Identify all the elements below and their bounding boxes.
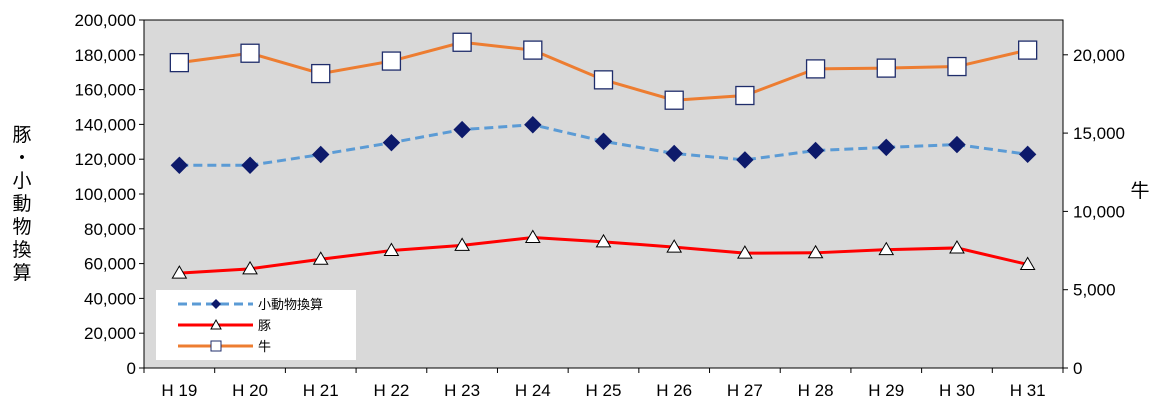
x-tick-label: H 30 (939, 381, 975, 400)
data-point (453, 120, 471, 139)
data-point (593, 70, 614, 90)
right-tick-label: 20,000 (1073, 46, 1125, 65)
data-point (807, 244, 824, 259)
data-point (665, 144, 683, 163)
data-point (524, 116, 542, 134)
left-axis-label-char: 換 (12, 239, 31, 261)
data-point (876, 58, 896, 78)
left-tick-label: 100,000 (75, 185, 136, 204)
left-tick-label: 60,000 (84, 255, 136, 274)
data-point (382, 133, 401, 152)
left-tick-label: 160,000 (75, 81, 136, 100)
legend-marker (210, 340, 222, 352)
legend-label: 牛 (258, 340, 271, 355)
left-tick-label: 140,000 (75, 115, 136, 134)
data-point (806, 141, 825, 160)
left-tick-label: 40,000 (84, 289, 136, 308)
right-tick-label: 5,000 (1073, 281, 1116, 300)
x-axis-ticks: H 19 H 20 H 21 H 22 H 23 H 24 H 25 H 26 H 27 H 28… (143, 368, 1064, 400)
left-axis-label-char: 小 (12, 170, 31, 192)
data-point (666, 239, 683, 253)
data-point (948, 135, 966, 154)
data-point (311, 63, 331, 84)
right-tick-label: 0 (1073, 359, 1082, 378)
left-axis-label: 豚・小動物換算 (12, 124, 31, 284)
series-1 (170, 116, 1037, 174)
data-point (241, 156, 259, 174)
data-point (1018, 40, 1038, 60)
data-point (878, 241, 895, 256)
legend-label: 小動物換算 (258, 298, 323, 313)
data-point (877, 138, 895, 157)
series-layer (169, 32, 1038, 279)
data-point (947, 56, 967, 77)
data-point (736, 151, 754, 169)
left-tick-label: 180,000 (75, 46, 136, 65)
data-point (452, 32, 472, 52)
left-tick-label: 80,000 (84, 220, 136, 239)
data-point (169, 52, 189, 73)
left-axis-label-char: 動 (12, 193, 31, 215)
data-point (312, 145, 330, 164)
x-tick-label: H 29 (868, 381, 904, 400)
data-point (1019, 256, 1036, 270)
data-point (737, 245, 753, 259)
legend-marker (211, 299, 221, 309)
left-axis-label-char: 物 (12, 216, 31, 238)
data-point (171, 265, 188, 279)
data-point (735, 85, 755, 106)
x-tick-label: H 31 (1010, 381, 1046, 400)
series-3 (169, 32, 1038, 110)
left-axis-label-char: 算 (12, 262, 31, 284)
x-tick-label: H 20 (232, 381, 268, 400)
data-point (805, 59, 826, 79)
data-point (312, 251, 329, 265)
data-point (454, 237, 470, 251)
data-point (170, 156, 189, 174)
data-point (523, 40, 543, 60)
data-point (1018, 145, 1037, 164)
data-point (664, 90, 684, 110)
x-tick-label: H 26 (656, 381, 692, 400)
legend-label: 豚 (258, 319, 271, 334)
x-tick-label: H 27 (727, 381, 763, 400)
x-tick-label: H 25 (586, 381, 622, 400)
x-tick-label: H 23 (444, 381, 480, 400)
x-tick-label: H 28 (798, 381, 834, 400)
data-point (594, 132, 613, 150)
left-tick-label: 0 (127, 359, 136, 378)
x-tick-label: H 24 (515, 381, 551, 400)
series-2 (171, 229, 1036, 279)
data-point (381, 51, 402, 71)
left-axis-ticks: 0 20,000 40,000 60,000 80,000 100,000 120,000 1… (75, 11, 144, 378)
data-point (240, 43, 260, 63)
data-point (383, 242, 400, 257)
right-tick-label: 10,000 (1073, 202, 1125, 221)
right-axis-ticks: 0 5,000 10,000 15,000 20,000 (1063, 46, 1125, 378)
left-axis-label-char: 豚 (12, 124, 31, 146)
left-tick-label: 120,000 (75, 150, 136, 169)
legend-marker (210, 318, 222, 330)
x-tick-label: H 21 (303, 381, 339, 400)
x-tick-label: H 22 (373, 381, 409, 400)
data-point (242, 260, 258, 275)
right-axis-label: 牛 (1130, 180, 1149, 202)
x-tick-label: H 19 (161, 381, 197, 400)
data-point (949, 239, 965, 254)
left-axis-label-char: ・ (12, 147, 31, 169)
left-tick-label: 20,000 (84, 324, 136, 343)
left-tick-label: 200,000 (75, 11, 136, 30)
right-tick-label: 15,000 (1073, 124, 1125, 143)
data-point (524, 229, 541, 243)
data-point (595, 233, 612, 248)
